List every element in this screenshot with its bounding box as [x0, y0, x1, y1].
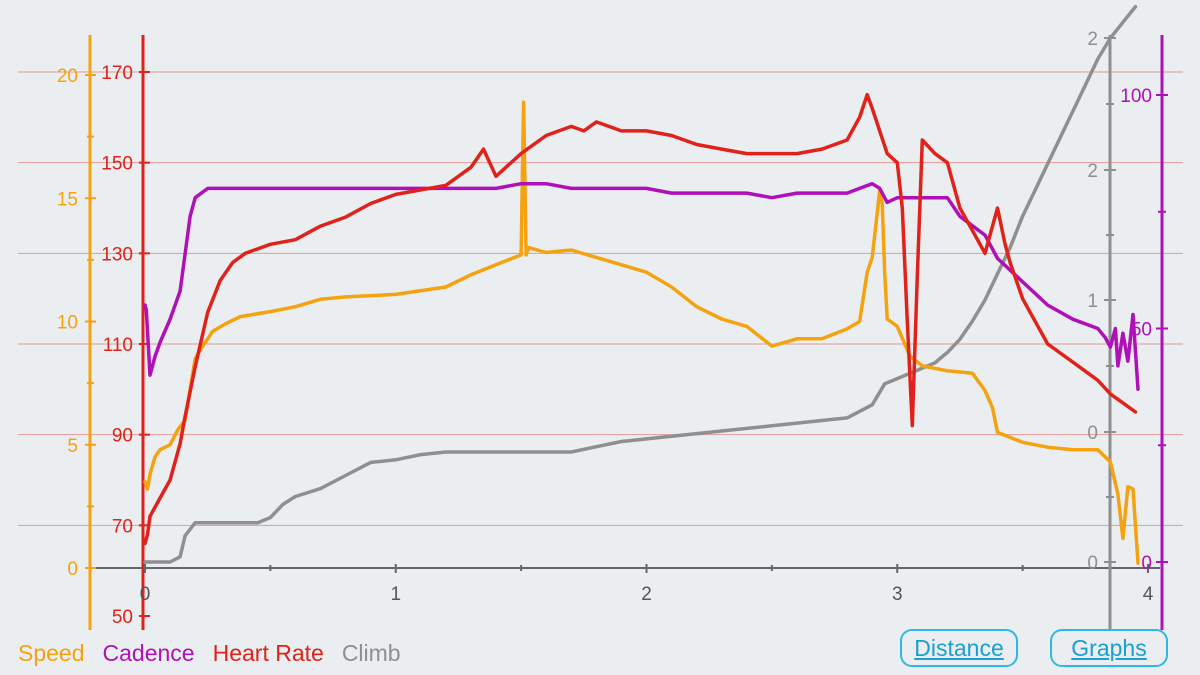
x-tick-label: 4 [1143, 584, 1154, 605]
heart-rate-tick-label: 90 [112, 426, 133, 447]
x-tick-label: 3 [892, 584, 903, 605]
tick-labels: 0 1 2 3 405101520507090110130150170001220501… [57, 29, 1154, 628]
legend-climb: Climb [341, 640, 401, 666]
legend: Speed Cadence Heart Rate Climb [18, 640, 401, 667]
series-lines [143, 4, 1140, 565]
distance-button[interactable]: Distance [900, 629, 1018, 667]
climb-tick-label: 0 [1087, 423, 1098, 444]
cadence-tick-label: 100 [1120, 86, 1152, 107]
climb-tick-label: 2 [1087, 29, 1098, 50]
series-line-heart-rate [143, 92, 1138, 546]
cadence-tick-label: 0 [1141, 553, 1152, 574]
speed-tick-label: 20 [57, 66, 78, 87]
heart-rate-tick-label: 150 [101, 154, 133, 175]
heart-rate-tick-label: 50 [112, 607, 133, 628]
heart-rate-tick-label: 110 [103, 335, 133, 356]
legend-heart-rate: Heart Rate [212, 640, 324, 666]
x-tick-label: 1 [390, 584, 401, 605]
legend-cadence: Cadence [102, 640, 195, 666]
graphs-button[interactable]: Graphs [1050, 629, 1168, 667]
speed-tick-label: 0 [67, 559, 78, 580]
cadence-tick-label: 50 [1131, 320, 1152, 341]
heart-rate-tick-label: 170 [101, 63, 133, 84]
series-line-speed [143, 100, 1140, 565]
heart-rate-tick-label: 70 [112, 516, 133, 537]
gridlines [18, 71, 1183, 526]
legend-speed: Speed [18, 640, 85, 666]
heart-rate-tick-label: 130 [101, 244, 133, 265]
climb-tick-label: 0 [1087, 553, 1098, 574]
chart: 0 1 2 3 405101520507090110130150170001220501… [18, 4, 1183, 630]
axes [85, 35, 1168, 630]
series-line-climb [143, 4, 1138, 564]
speed-tick-label: 5 [67, 436, 78, 457]
x-tick-label: 0 [140, 584, 151, 605]
speed-tick-label: 15 [57, 189, 78, 210]
climb-tick-label: 2 [1087, 161, 1098, 182]
speed-tick-label: 10 [57, 313, 78, 334]
x-tick-label: 2 [641, 584, 652, 605]
climb-tick-label: 1 [1087, 291, 1098, 312]
series-line-cadence [143, 181, 1140, 391]
